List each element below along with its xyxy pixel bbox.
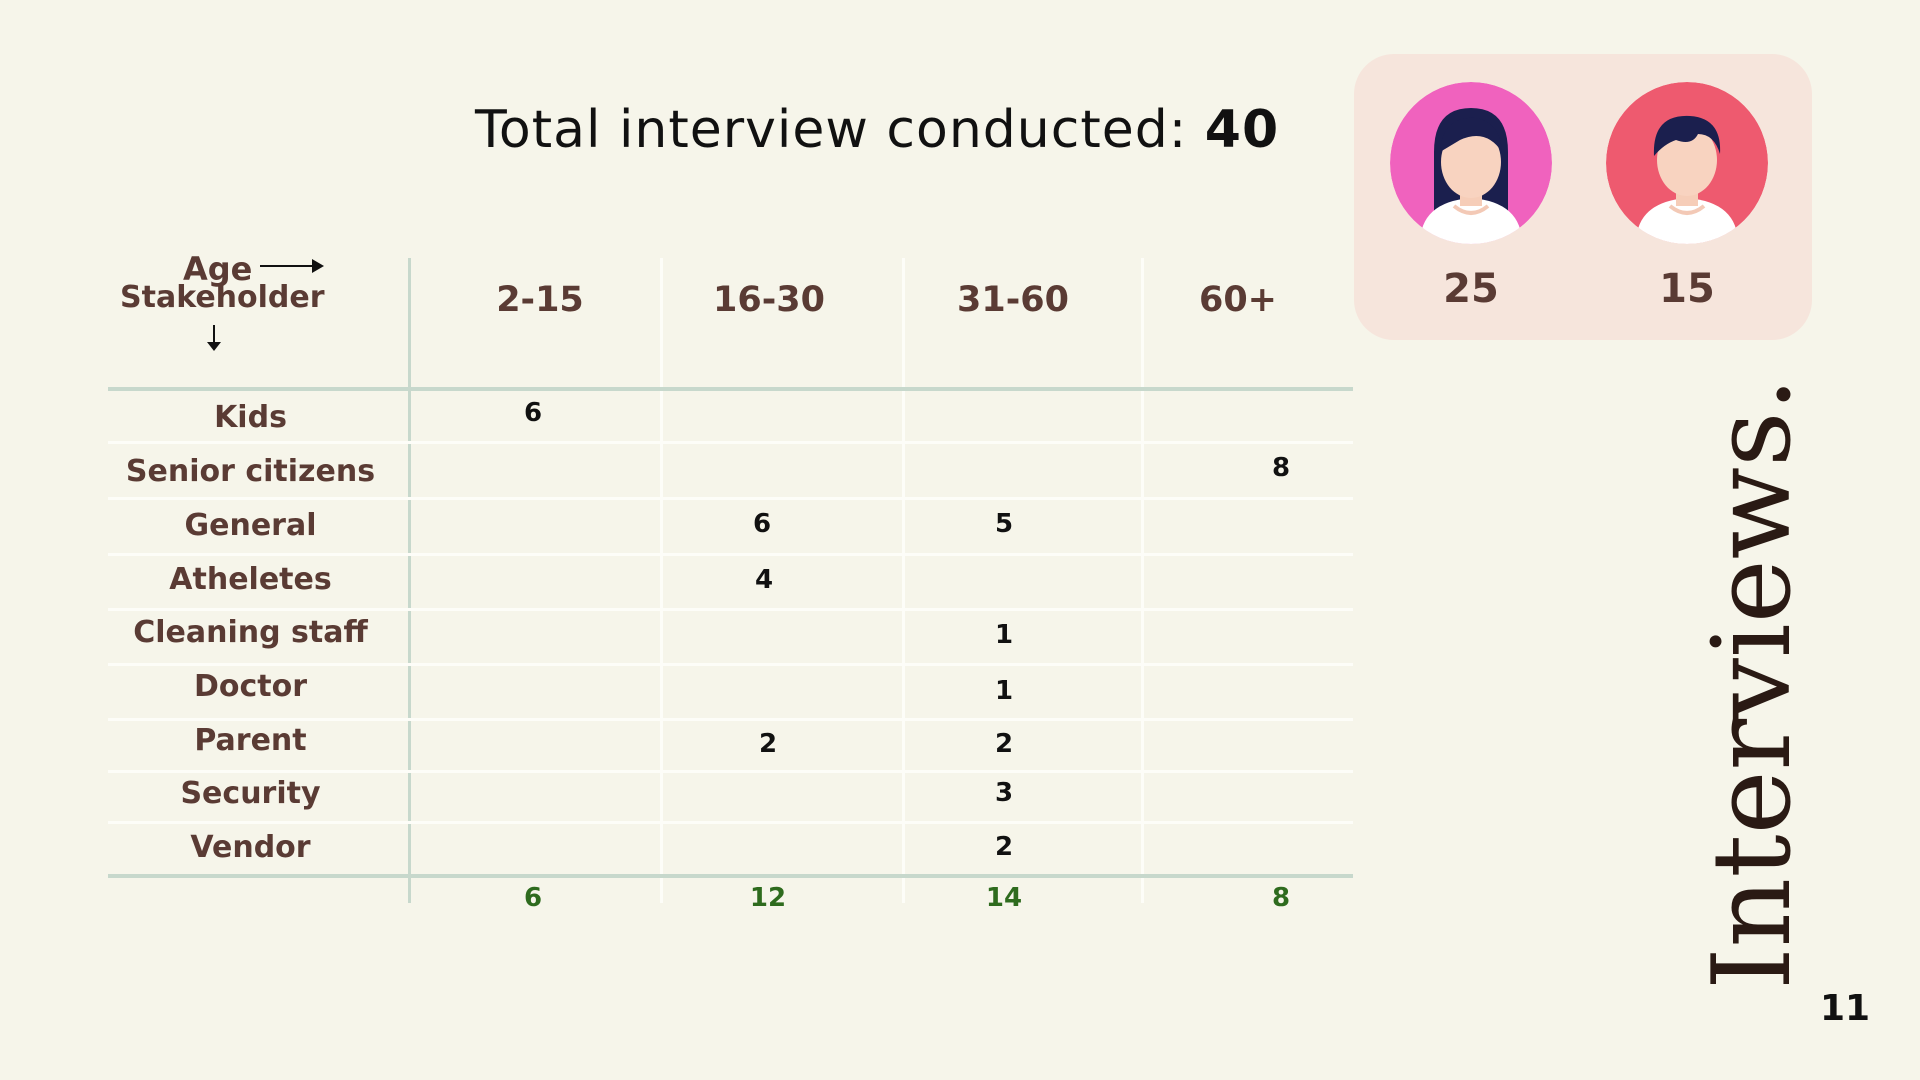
row-divider xyxy=(108,663,1353,666)
column-header: 2-15 xyxy=(496,280,584,320)
row-label-parent: Parent xyxy=(194,723,307,758)
column-total: 8 xyxy=(1271,883,1291,913)
title-total: 40 xyxy=(1204,100,1280,160)
table-cell: 4 xyxy=(754,565,774,595)
table-cell: 2 xyxy=(994,729,1014,759)
title-prefix: Total interview conducted: xyxy=(475,100,1205,160)
page-title: Total interview conducted: 40 xyxy=(475,100,1279,160)
age-axis-label: Age xyxy=(183,250,253,288)
row-label-kids: Kids xyxy=(214,400,287,435)
table-cell: 6 xyxy=(523,398,543,428)
male-avatar-icon xyxy=(1606,82,1768,244)
row-label-general: General xyxy=(184,508,317,543)
header-divider xyxy=(108,387,1353,391)
row-label-atheletes: Atheletes xyxy=(169,562,332,597)
column-divider xyxy=(408,258,411,903)
table-cell: 2 xyxy=(994,832,1014,862)
column-total: 12 xyxy=(749,883,787,913)
column-total: 14 xyxy=(985,883,1023,913)
column-header: 60+ xyxy=(1198,280,1278,320)
table-cell: 1 xyxy=(994,620,1014,650)
right-arrow-icon xyxy=(260,259,324,273)
table-cell: 3 xyxy=(994,778,1014,808)
table-cell: 2 xyxy=(758,729,778,759)
column-divider xyxy=(660,258,663,903)
row-label-doctor: Doctor xyxy=(193,669,308,704)
down-arrow-icon xyxy=(207,325,221,351)
column-divider xyxy=(902,258,905,903)
row-divider xyxy=(108,497,1353,500)
table-cell: 6 xyxy=(752,509,772,539)
stakeholder-axis-label: Stakeholder xyxy=(120,280,325,315)
row-divider xyxy=(108,718,1353,721)
side-title: Interviews. xyxy=(1690,377,1815,990)
female-avatar-icon xyxy=(1390,82,1552,244)
row-divider xyxy=(108,770,1353,773)
gender-panel: 25 15 xyxy=(1354,54,1812,340)
column-total: 6 xyxy=(523,883,543,913)
table-cell: 1 xyxy=(994,676,1014,706)
page-number: 11 xyxy=(1820,988,1871,1029)
male-count: 15 xyxy=(1659,266,1715,312)
column-header: 16-30 xyxy=(713,280,825,320)
table-cell: 8 xyxy=(1271,453,1291,483)
row-label-vendor: Vendor xyxy=(190,830,311,865)
interview-table: Age Stakeholder 2-15 16-30 31-60 60+ Kid… xyxy=(108,250,1353,913)
column-divider xyxy=(1141,258,1144,903)
row-label-cleaning-staff: Cleaning staff xyxy=(133,615,368,650)
footer-divider xyxy=(108,874,1353,878)
row-divider xyxy=(108,821,1353,824)
row-divider xyxy=(108,553,1353,556)
row-label-security: Security xyxy=(180,776,321,811)
row-divider xyxy=(108,441,1353,444)
row-label-senior-citizens: Senior citizens xyxy=(125,454,376,489)
table-cell: 5 xyxy=(994,509,1014,539)
female-count: 25 xyxy=(1443,266,1499,312)
row-divider xyxy=(108,608,1353,611)
column-header: 31-60 xyxy=(957,280,1069,320)
